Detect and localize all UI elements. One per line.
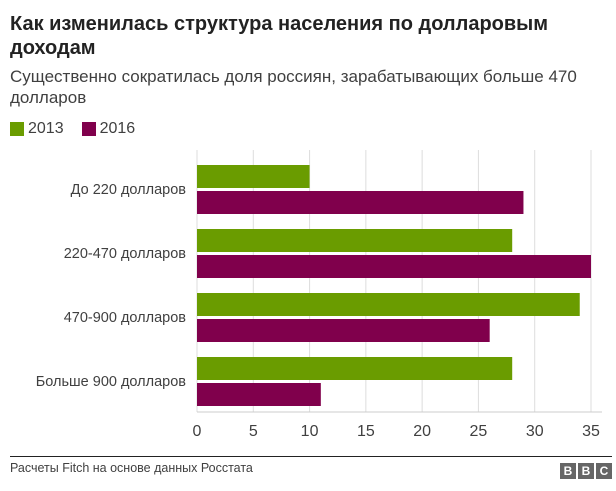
bbc-logo-letter: C (596, 463, 612, 479)
legend: 2013 2016 (10, 120, 153, 138)
bar-2013 (197, 165, 310, 188)
category-label: 220-470 долларов (64, 246, 187, 262)
bar-2016 (197, 319, 490, 342)
bar-chart: До 220 долларов 220-470 долларов 470-900 д… (36, 150, 602, 440)
bar-2013 (197, 357, 513, 380)
bbc-logo-letter: B (578, 463, 594, 479)
x-tick-label: 25 (470, 423, 488, 440)
category-label: 470-900 долларов (64, 310, 187, 326)
x-tick-label: 10 (301, 423, 319, 440)
bbc-logo-letter: B (560, 463, 576, 479)
x-axis-ticks: 0 5 10 15 20 25 30 35 (193, 423, 600, 440)
x-tick-label: 15 (357, 423, 375, 440)
bar-2016 (197, 191, 524, 214)
x-tick-label: 0 (193, 423, 202, 440)
legend-swatch-2016 (81, 122, 96, 136)
footer-divider (10, 456, 612, 457)
bar-2016 (197, 383, 321, 406)
legend-item-2013: 2013 (10, 120, 64, 138)
category-label: До 220 долларов (71, 182, 187, 198)
bbc-logo: B B C (558, 463, 612, 479)
source-note: Расчеты Fitch на основе данных Росстата (10, 461, 253, 475)
chart-title: Как изменилась структура населения по до… (10, 13, 549, 59)
x-tick-label: 35 (582, 423, 600, 440)
bar-2016 (197, 255, 591, 278)
legend-item-2016: 2016 (81, 120, 136, 138)
bars (197, 165, 591, 406)
legend-label-2016: 2016 (99, 120, 136, 137)
category-labels: До 220 долларов 220-470 долларов 470-900 д… (36, 182, 187, 390)
bar-2013 (197, 293, 580, 316)
bar-2013 (197, 229, 513, 252)
x-tick-label: 30 (526, 423, 544, 440)
category-label: Больше 900 долларов (36, 374, 187, 390)
x-tick-label: 5 (249, 423, 258, 440)
x-tick-label: 20 (413, 423, 431, 440)
legend-swatch-2013 (10, 122, 24, 136)
chart-subtitle: Существенно сократилась доля россиян, за… (10, 67, 577, 107)
legend-label-2013: 2013 (28, 120, 64, 137)
